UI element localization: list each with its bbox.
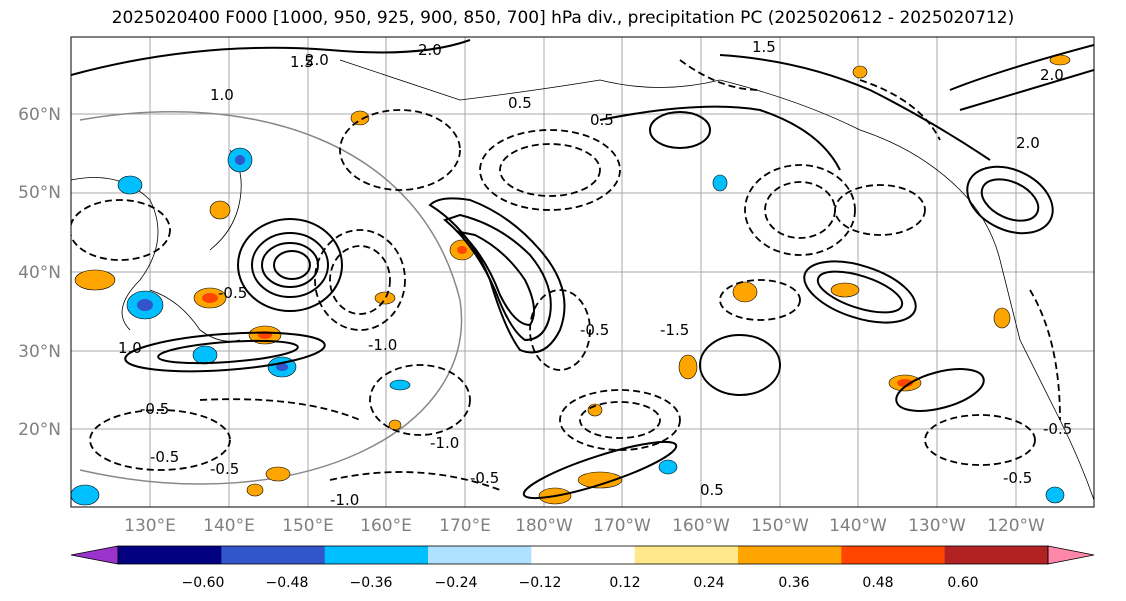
colorbar-segment: [841, 546, 946, 564]
negative-contours: [71, 59, 1061, 491]
contour-label: -0.5: [580, 321, 609, 339]
colorbar-tick: 0.48: [862, 575, 893, 591]
map-title: 2025020400 F000 [1000, 950, 925, 900, 85…: [111, 8, 1015, 28]
lon-label: 160°W: [672, 516, 730, 536]
contour-label: -1.0: [330, 491, 359, 509]
contour-label: 0.5: [590, 111, 614, 129]
lon-label: 180°W: [515, 516, 573, 536]
precip-shading: [71, 54, 1071, 506]
lat-label: 20°N: [18, 420, 61, 440]
graticule: [71, 37, 1094, 507]
map-panel[interactable]: 2.0 1.5 1.0 0.5 2.0 1.5 0.5 0.5 2.0 1.0 …: [70, 36, 1095, 509]
lon-label: 170°E: [439, 516, 491, 536]
colorbar-tick: 0.60: [947, 575, 978, 591]
lat-label: 40°N: [18, 263, 61, 283]
colorbar-ticks: −0.60 −0.48 −0.36 −0.24 −0.12 0.12 0.24 …: [182, 575, 979, 591]
colorbar-segment: [944, 546, 1049, 564]
contour-label: 1.0: [210, 86, 234, 104]
contour-label: -0.5: [470, 469, 499, 487]
colorbar-extend-max: [1047, 545, 1095, 565]
contour-label: -0.5: [140, 400, 169, 418]
colorbar-tick: −0.48: [266, 575, 309, 591]
lon-label: 150°E: [282, 516, 334, 536]
contour-label: 0.5: [508, 94, 532, 112]
contour-label: -0.5: [210, 460, 239, 478]
lat-label: 60°N: [18, 105, 61, 125]
contour-label: 2.0: [305, 51, 329, 69]
colorbar-tick: 0.24: [693, 575, 724, 591]
contour-label: 2.0: [418, 41, 442, 59]
colorbar-segment: [634, 546, 739, 564]
colorbar-tick: 0.12: [609, 575, 640, 591]
contour-label: 1.5: [290, 53, 314, 71]
contour-label: 2.0: [1040, 66, 1064, 84]
colorbar-segment: [531, 546, 636, 564]
latitude-labels: 60°N 50°N 40°N 30°N 20°N: [18, 105, 61, 440]
colorbar-frame: [117, 545, 1049, 565]
contour-label: -0.5: [218, 284, 247, 302]
contour-label: -1.5: [660, 321, 689, 339]
colorbar-tick: −0.12: [519, 575, 562, 591]
colorbar-segments: [70, 545, 1095, 565]
lon-label: 130°E: [124, 516, 176, 536]
lon-label: 130°W: [908, 516, 966, 536]
lon-label: 120°W: [987, 516, 1045, 536]
colorbar-tick: −0.60: [182, 575, 225, 591]
lon-label: 150°W: [751, 516, 809, 536]
lon-label: 140°E: [203, 516, 255, 536]
contour-label: -1.0: [430, 434, 459, 452]
lon-label: 140°W: [829, 516, 887, 536]
colorbar: −0.60 −0.48 −0.36 −0.24 −0.12 0.12 0.24 …: [70, 545, 1095, 591]
colorbar-tick: 0.36: [778, 575, 809, 591]
contour-label: 0.5: [700, 481, 724, 499]
lon-label: 170°W: [593, 516, 651, 536]
longitude-labels: 130°E 140°E 150°E 160°E 170°E 180°W 170°…: [124, 516, 1045, 536]
colorbar-segment: [221, 546, 326, 564]
contour-label: 1.0: [118, 339, 142, 357]
contour-label: 1.5: [752, 38, 776, 56]
colorbar-extend-min: [70, 545, 119, 565]
colorbar-tick: −0.36: [350, 575, 393, 591]
lat-label: 50°N: [18, 183, 61, 203]
colorbar-tick: −0.24: [435, 575, 478, 591]
colorbar-segment: [428, 546, 532, 564]
colorbar-segment: [324, 546, 429, 564]
colorbar-segment: [738, 546, 842, 564]
contour-labels: 2.0 1.5 1.0 0.5 2.0 1.5 0.5 0.5 2.0 1.0 …: [118, 38, 1072, 509]
contour-label: -0.5: [150, 448, 179, 466]
lon-label: 160°E: [360, 516, 412, 536]
positive-contours: [71, 39, 1094, 500]
map-frame: [70, 36, 1095, 508]
contour-label: -1.0: [368, 336, 397, 354]
contour-label: -0.5: [1003, 469, 1032, 487]
contour-label: -0.5: [1043, 420, 1072, 438]
lat-label: 30°N: [18, 342, 61, 362]
colorbar-segment: [118, 546, 222, 564]
contour-label: 2.0: [1016, 134, 1040, 152]
